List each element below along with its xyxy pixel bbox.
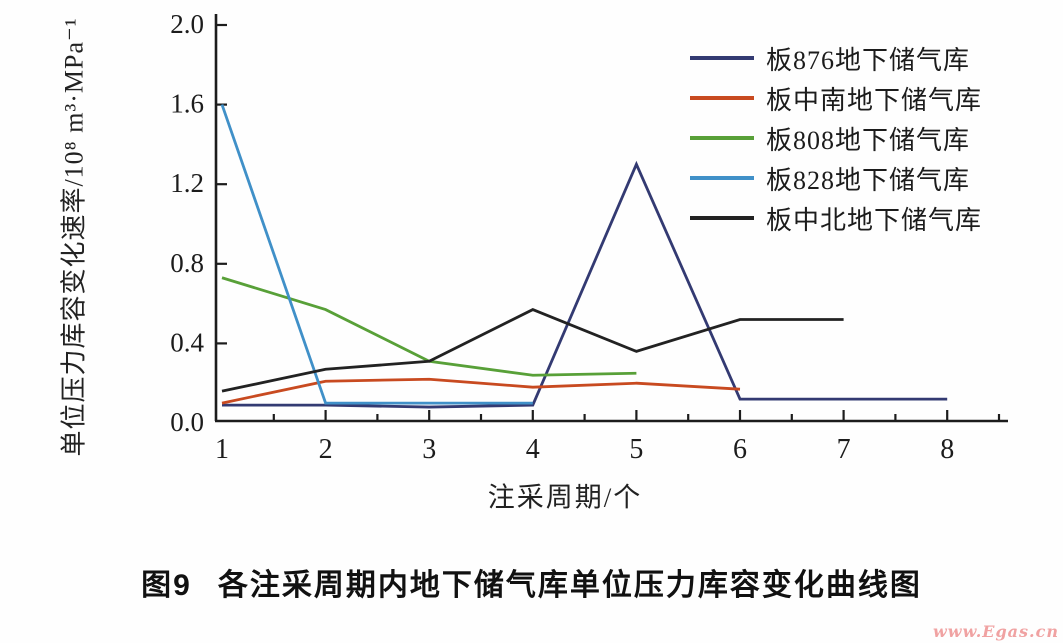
series-line xyxy=(222,160,948,409)
x-tick-label: 3 xyxy=(422,434,436,465)
figure-number: 图9 xyxy=(141,569,192,602)
x-tick-label: 7 xyxy=(837,434,851,465)
y-tick-label: 1.2 xyxy=(170,168,204,198)
legend-item: 板828地下储气库 xyxy=(690,158,982,198)
x-tick-label: 6 xyxy=(733,434,747,465)
watermark: www.Egas.cn xyxy=(933,622,1059,641)
legend-line-swatch xyxy=(690,216,754,220)
chart-legend: 板876地下储气库 板中南地下储气库 板808地下储气库 板828地下储气库 板中北地下… xyxy=(690,38,982,238)
y-tick-label: 0.4 xyxy=(170,327,204,357)
figure-title: 各注采周期内地下储气库单位压力库容变化曲线图 xyxy=(217,569,922,602)
y-axis-title: 单位压力库容变化速率/10⁸ m³·MPa⁻¹ xyxy=(59,17,89,457)
legend-label: 板中北地下储气库 xyxy=(766,205,983,235)
line-chart: 1 2 3 4 5 6 7 8 0.0 0.4 0.8 1.2 1.6 2.0 单位压力库容变化速率/10… xyxy=(59,9,1008,513)
series-line xyxy=(221,308,844,393)
legend-label: 板中南地下储气库 xyxy=(766,85,983,115)
legend-line-swatch xyxy=(690,176,754,180)
legend-item: 板中北地下储气库 xyxy=(690,198,982,238)
x-tick-label: 5 xyxy=(629,434,643,465)
y-tick-label: 2.0 xyxy=(170,9,204,39)
legend-line-swatch xyxy=(690,56,754,60)
legend-item: 板808地下储气库 xyxy=(690,118,982,158)
legend-line-swatch xyxy=(690,136,754,140)
x-axis-title: 注采周期/个 xyxy=(487,482,643,513)
y-tick-label: 0.0 xyxy=(170,407,204,437)
chart-canvas: 1 2 3 4 5 6 7 8 0.0 0.4 0.8 1.2 1.6 2.0 xyxy=(170,9,1008,465)
x-tick-label: 1 xyxy=(215,434,229,465)
legend-label: 板876地下储气库 xyxy=(766,45,971,75)
series-line xyxy=(220,104,533,405)
x-tick-label: 4 xyxy=(526,434,540,465)
legend-label: 板808地下储气库 xyxy=(766,125,971,155)
x-tick-label: 2 xyxy=(319,434,333,465)
y-tick-label: 0.8 xyxy=(170,248,204,278)
legend-label: 板828地下储气库 xyxy=(766,165,971,195)
legend-item: 板876地下储气库 xyxy=(690,38,982,78)
x-tick-label: 8 xyxy=(940,434,954,465)
legend-line-swatch xyxy=(690,96,754,100)
figure-caption: 图9 各注采周期内地下储气库单位压力库容变化曲线图 xyxy=(0,560,1063,604)
series-line xyxy=(221,377,741,405)
legend-item: 板中南地下储气库 xyxy=(690,78,982,118)
y-tick-label: 1.6 xyxy=(170,89,204,119)
